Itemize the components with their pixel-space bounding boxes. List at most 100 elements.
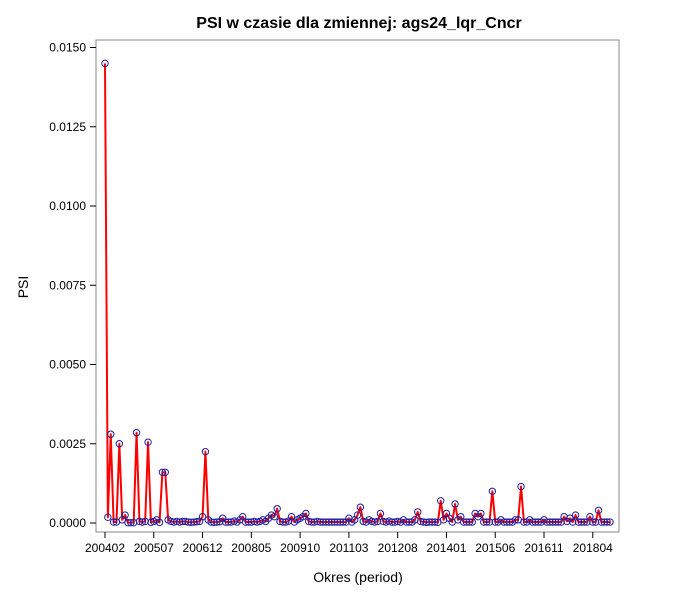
data-point [356, 503, 365, 511]
data-point [339, 518, 347, 526]
data-point [428, 518, 436, 526]
y-tick-label: 0.0075 [49, 278, 86, 292]
data-point [276, 517, 284, 526]
data-point [485, 518, 494, 526]
data-point [468, 518, 476, 526]
series-line [104, 63, 610, 524]
data-point [302, 509, 310, 518]
data-point [241, 518, 250, 526]
y-tick-label: 0.0025 [49, 437, 86, 451]
data-point [175, 518, 184, 526]
data-point [353, 511, 362, 519]
data-point [528, 518, 537, 526]
data-point [574, 518, 583, 526]
data-point [371, 518, 379, 526]
data-point [500, 518, 508, 526]
y-tick-label: 0.0000 [49, 516, 86, 530]
data-point [127, 518, 135, 527]
data-point [250, 517, 258, 526]
data-point [414, 508, 422, 516]
data-point [310, 518, 319, 526]
data-point [373, 517, 382, 526]
data-point [187, 518, 195, 527]
data-point [155, 518, 164, 527]
data-point [569, 518, 577, 526]
x-tick-label: 201506 [475, 541, 515, 555]
data-point [305, 517, 313, 526]
data-point [431, 518, 439, 526]
y-tick-label: 0.0150 [49, 41, 86, 55]
data-point [402, 518, 410, 526]
y-tick-label: 0.0050 [49, 358, 86, 372]
data-point [319, 518, 327, 526]
data-point [270, 512, 278, 521]
data-point [425, 518, 433, 526]
data-point [124, 518, 132, 527]
data-point [158, 468, 167, 476]
data-point [279, 518, 287, 526]
data-point [173, 517, 181, 526]
data-point [109, 518, 118, 526]
data-point [376, 509, 385, 518]
data-point [307, 518, 316, 526]
data-point [462, 518, 471, 526]
y-tick-label: 0.0100 [49, 199, 86, 213]
data-point [101, 59, 109, 68]
x-tick-label: 200805 [231, 541, 271, 555]
data-point [221, 518, 230, 526]
data-point [517, 482, 525, 491]
x-tick-label: 200612 [183, 541, 223, 555]
data-point [480, 518, 488, 526]
data-point [554, 518, 563, 526]
data-point [422, 518, 431, 527]
x-tick-label: 201401 [426, 541, 466, 555]
data-point [589, 518, 597, 526]
data-point [210, 518, 218, 527]
data-point [488, 487, 497, 495]
x-tick-label: 201208 [378, 541, 418, 555]
data-point [600, 518, 608, 526]
data-point [571, 511, 580, 519]
data-point [333, 518, 342, 526]
data-point [459, 518, 468, 526]
data-point [551, 518, 560, 526]
data-point [603, 518, 611, 526]
data-point [213, 518, 221, 526]
data-point [244, 518, 253, 526]
data-point [325, 518, 333, 526]
data-point [201, 447, 210, 456]
data-point [416, 517, 425, 526]
data-point [190, 518, 198, 526]
data-point [181, 517, 190, 526]
data-point [543, 518, 551, 526]
data-point [391, 518, 399, 526]
data-point [531, 518, 540, 526]
x-axis-label: Okres (period) [313, 569, 402, 585]
data-point [161, 468, 169, 476]
data-point [379, 517, 388, 526]
data-point [104, 513, 112, 521]
data-point [184, 518, 192, 526]
x-tick-label: 201611 [524, 541, 563, 555]
data-point [316, 518, 324, 526]
data-point [368, 517, 376, 526]
data-point [273, 505, 281, 513]
x-tick-label: 201804 [573, 541, 613, 555]
series-layer [101, 59, 614, 527]
data-point [193, 518, 201, 526]
data-point [198, 512, 207, 521]
data-point [580, 518, 588, 526]
data-point [224, 518, 233, 526]
data-point [207, 518, 215, 526]
data-point [167, 517, 175, 526]
x-tick-label: 200402 [85, 541, 125, 555]
data-point [419, 518, 428, 526]
data-point [144, 438, 152, 446]
data-point [327, 518, 336, 526]
y-tick-label: 0.0125 [49, 120, 86, 134]
data-point [178, 517, 187, 526]
data-point [503, 518, 511, 526]
data-point [594, 506, 603, 515]
chart-title: PSI w czasie dla zmiennej: ags24_lqr_Cnc… [196, 15, 521, 32]
x-tick-label: 200507 [134, 541, 174, 555]
